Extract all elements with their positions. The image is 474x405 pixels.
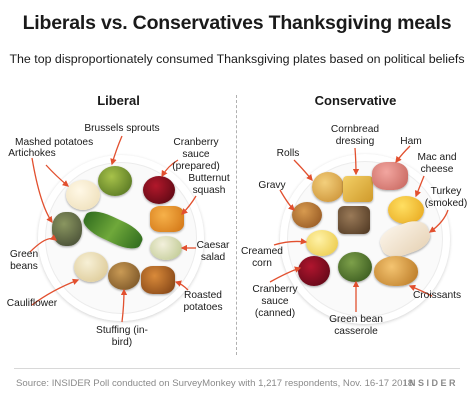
panel-divider [236, 95, 237, 355]
label-cornbread-dressing: Cornbread dressing [330, 124, 380, 147]
conservative-gravy-food [292, 202, 322, 228]
conservative-rolls-food [312, 172, 344, 202]
conservative-heading: Conservative [314, 93, 397, 108]
liberal-stuffing-food [108, 262, 140, 290]
liberal-artichokes-food [52, 212, 82, 246]
label-rolls: Rolls [276, 148, 300, 159]
label-green-bean-casserole: Green bean casserole [329, 314, 383, 337]
liberal-mashed-potatoes-food [66, 180, 100, 210]
liberal-roasted-potatoes-food [141, 266, 175, 294]
liberal-cauliflower-food [74, 252, 108, 282]
label-croissants: Croissants [412, 290, 462, 301]
conservative-ham-food [372, 162, 408, 190]
label-caesar-salad: Caesar salad [196, 240, 230, 263]
conservative-croissants-food [374, 256, 418, 286]
label-mac-and-cheese: Mac and cheese [417, 152, 457, 175]
label-turkey-smoked: Turkey (smoked) [424, 186, 468, 209]
conservative-cranberry-food [298, 256, 330, 286]
liberal-butternut-squash-food [150, 206, 184, 232]
liberal-brussels-sprouts-food [98, 166, 132, 196]
conservative-mac-cheese-food [388, 196, 424, 224]
label-ham: Ham [400, 136, 422, 147]
chart-subtitle: The top disproportionately consumed Than… [9, 52, 465, 66]
conservative-dressing-center-food [338, 206, 370, 234]
conservative-cornbread-food [343, 176, 373, 202]
label-stuffing: Stuffing (in-bird) [96, 325, 148, 348]
arrow-ham [395, 145, 411, 164]
label-gravy: Gravy [258, 180, 286, 191]
label-green-beans: Green beans [9, 249, 39, 272]
conservative-creamed-corn-food [306, 230, 338, 256]
chart-title: Liberals vs. Conservatives Thanksgiving … [22, 12, 452, 34]
label-cranberry-canned: Cranberry sauce (canned) [252, 284, 298, 319]
label-artichokes: Artichokes [8, 148, 56, 159]
label-brussels-sprouts: Brussels sprouts [84, 123, 160, 134]
liberal-cranberry-food [143, 176, 175, 204]
label-creamed-corn: Creamed corn [241, 246, 283, 269]
label-mashed-potatoes: Mashed potatoes [15, 137, 94, 148]
liberal-caesar-salad-food [150, 236, 182, 260]
label-butternut-squash: Butternut squash [188, 173, 230, 196]
insider-logo: INSIDER [403, 378, 458, 388]
liberal-heading: Liberal [97, 93, 140, 108]
label-cranberry-prepared: Cranberry sauce (prepared) [172, 137, 220, 172]
label-roasted-potatoes: Roasted potatoes [183, 290, 223, 313]
conservative-casserole-food [338, 252, 372, 282]
label-cauliflower: Cauliflower [6, 298, 58, 309]
source-note: Source: INSIDER Poll conducted on Survey… [16, 378, 414, 389]
footer-rule [14, 368, 460, 369]
